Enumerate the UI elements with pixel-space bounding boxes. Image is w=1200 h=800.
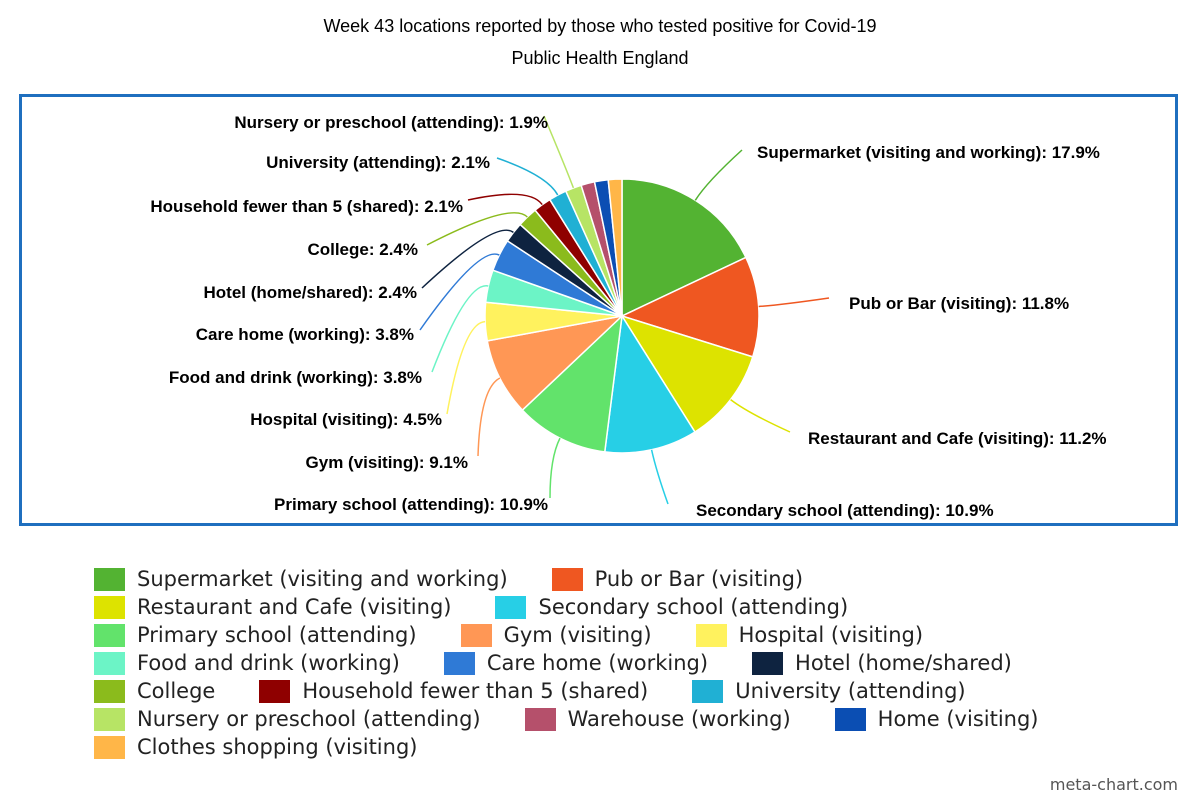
legend-swatch [94, 567, 125, 591]
legend-row: Supermarket (visiting and working) Pub or… [94, 565, 1154, 593]
legend-item[interactable]: Household fewer than 5 (shared) [259, 679, 648, 703]
chart-frame [19, 94, 1178, 526]
label-leader-line [419, 253, 500, 331]
legend-row: Nursery or preschool (attending) Warehous… [94, 705, 1154, 733]
legend-label: College [137, 679, 216, 703]
legend-swatch [94, 651, 125, 675]
legend-item[interactable]: Restaurant and Cafe (visiting) [94, 595, 451, 619]
label-leader-line [549, 437, 561, 499]
legend-item[interactable]: Hotel (home/shared) [752, 651, 1012, 675]
legend-label: Restaurant and Cafe (visiting) [137, 595, 452, 619]
legend-label: Household fewer than 5 (shared) [302, 679, 649, 703]
legend-item[interactable]: Clothes shopping (visiting) [94, 735, 417, 759]
legend-label: Care home (working) [486, 651, 709, 675]
legend-item[interactable]: Pub or Bar (visiting) [551, 567, 804, 591]
pie-slice [619, 256, 760, 358]
legend-item[interactable]: Primary school (attending) [94, 623, 417, 647]
legend-row: Food and drink (working) Care home (worki… [94, 649, 1154, 677]
legend-swatch [551, 567, 583, 591]
label-leader-line [758, 297, 830, 308]
slice-data-label: Restaurant and Cafe (visiting): 11.2% [808, 429, 1107, 448]
legend-swatch [524, 707, 556, 731]
chart-legend: Supermarket (visiting and working) Pub or… [94, 565, 1154, 761]
legend-swatch [495, 595, 527, 619]
label-leader-line [431, 285, 489, 373]
label-leader-line [543, 115, 575, 189]
legend-swatch [692, 679, 724, 703]
slice-data-label: Care home (working): 3.8% [196, 325, 414, 344]
slice-data-label: Food and drink (working): 3.8% [169, 368, 422, 387]
pie-slice [603, 313, 696, 454]
legend-label: Home (visiting) [877, 707, 1039, 731]
legend-swatch [752, 651, 784, 675]
label-leader-line [730, 399, 791, 433]
label-leader-line [694, 149, 743, 201]
chart-subtitle: Public Health England [511, 48, 689, 68]
slice-data-label: Hotel (home/shared): 2.4% [204, 283, 418, 302]
legend-item[interactable]: Care home (working) [443, 651, 709, 675]
label-leader-line [446, 320, 486, 415]
legend-swatch [94, 707, 125, 731]
slice-data-label: Nursery or preschool (attending): 1.9% [234, 113, 548, 132]
legend-label: Primary school (attending) [137, 623, 417, 647]
legend-swatch [94, 595, 125, 619]
legend-item[interactable]: Home (visiting) [834, 707, 1039, 731]
legend-swatch [695, 623, 727, 647]
slice-data-label: Household fewer than 5 (shared): 2.1% [150, 197, 463, 216]
slice-data-label: Secondary school (attending): 10.9% [696, 501, 994, 520]
legend-item[interactable]: Nursery or preschool (attending) [94, 707, 481, 731]
pie-slice [607, 178, 623, 317]
legend-item[interactable]: Food and drink (working) [94, 651, 400, 675]
credit-text: meta-chart.com [1049, 775, 1178, 794]
legend-row: College Household fewer than 5 (shared) Un… [94, 677, 1154, 705]
legend-swatch [259, 679, 291, 703]
legend-item[interactable]: Gym (visiting) [460, 623, 652, 647]
legend-label: Food and drink (working) [137, 651, 400, 675]
legend-label: Hotel (home/shared) [795, 651, 1012, 675]
label-leader-line [496, 157, 559, 196]
legend-item[interactable]: University (attending) [692, 679, 966, 703]
legend-label: Pub or Bar (visiting) [594, 567, 804, 591]
label-leader-line [467, 193, 543, 206]
slice-data-label: College: 2.4% [307, 240, 418, 259]
legend-swatch [94, 679, 125, 703]
legend-label: Gym (visiting) [503, 623, 652, 647]
legend-label: University (attending) [735, 679, 966, 703]
chart-title: Week 43 locations reported by those who … [323, 16, 877, 36]
legend-row: Primary school (attending) Gym (visiting)… [94, 621, 1154, 649]
legend-item[interactable]: Warehouse (working) [524, 707, 791, 731]
legend-item[interactable]: Supermarket (visiting and working) [94, 567, 508, 591]
slice-data-label: Pub or Bar (visiting): 11.8% [849, 294, 1069, 313]
slice-data-label: Hospital (visiting): 4.5% [250, 410, 442, 429]
label-leader-line [650, 449, 669, 505]
legend-item[interactable]: Hospital (visiting) [695, 623, 924, 647]
legend-item[interactable]: Secondary school (attending) [495, 595, 848, 619]
legend-row: Clothes shopping (visiting) [94, 733, 1154, 761]
legend-swatch [94, 735, 125, 759]
label-leader-line [421, 229, 514, 289]
slice-data-label: University (attending): 2.1% [266, 153, 490, 172]
slice-data-label: Primary school (attending): 10.9% [274, 495, 548, 514]
legend-swatch [443, 651, 475, 675]
legend-label: Clothes shopping (visiting) [137, 735, 418, 759]
legend-label: Nursery or preschool (attending) [137, 707, 481, 731]
slice-data-label: Gym (visiting): 9.1% [306, 453, 468, 472]
legend-swatch [834, 707, 866, 731]
label-leader-line [426, 212, 528, 246]
legend-label: Hospital (visiting) [738, 623, 924, 647]
legend-row: Restaurant and Cafe (visiting) Secondary … [94, 593, 1154, 621]
legend-swatch [94, 623, 125, 647]
legend-item[interactable]: College [94, 679, 215, 703]
pie-slice [486, 314, 625, 412]
pie-slice [620, 314, 754, 434]
slice-data-label: Supermarket (visiting and working): 17.9… [757, 143, 1100, 162]
legend-swatch [460, 623, 492, 647]
legend-label: Secondary school (attending) [538, 595, 849, 619]
legend-label: Warehouse (working) [567, 707, 791, 731]
legend-label: Supermarket (visiting and working) [137, 567, 508, 591]
label-leader-line [477, 377, 501, 457]
